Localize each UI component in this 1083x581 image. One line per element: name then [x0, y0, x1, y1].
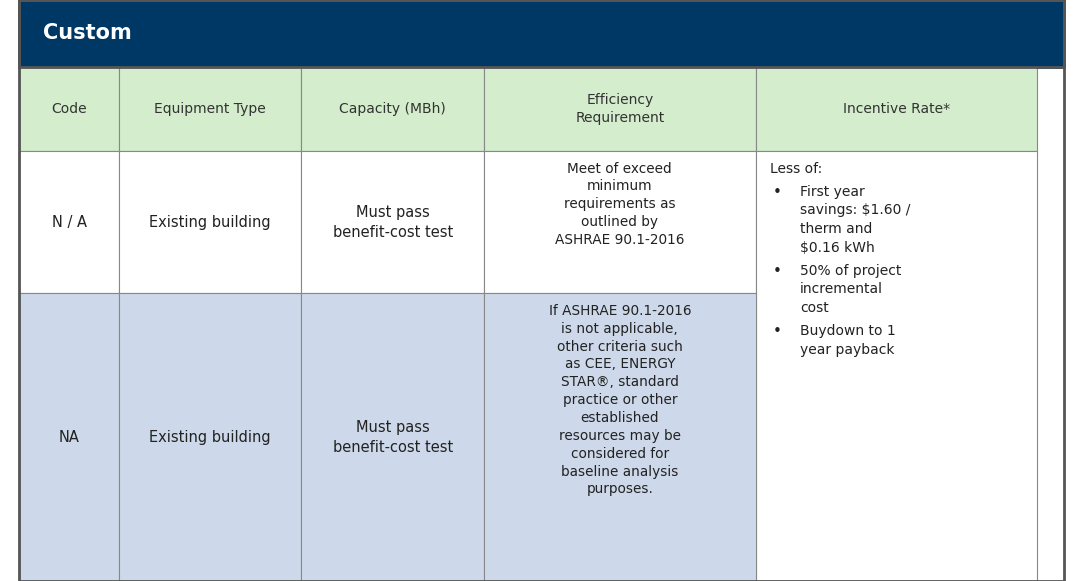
Bar: [119, 67, 301, 151]
Text: 50% of project: 50% of project: [800, 264, 901, 278]
Bar: [19, 0, 1064, 67]
Text: •: •: [773, 324, 782, 339]
Text: Must pass
benefit-cost test: Must pass benefit-cost test: [332, 420, 453, 454]
Bar: [301, 293, 484, 581]
Text: therm and: therm and: [800, 222, 872, 236]
Text: First year: First year: [800, 185, 864, 199]
Text: savings: $1.60 /: savings: $1.60 /: [800, 203, 911, 217]
Bar: [484, 293, 756, 581]
Bar: [484, 67, 756, 151]
Bar: [301, 151, 484, 293]
Text: Equipment Type: Equipment Type: [154, 102, 266, 116]
Text: Capacity (MBh): Capacity (MBh): [339, 102, 446, 116]
Text: $0.16 kWh: $0.16 kWh: [800, 241, 875, 254]
Text: If ASHRAE 90.1-2016
is not applicable,
other criteria such
as CEE, ENERGY
STAR®,: If ASHRAE 90.1-2016 is not applicable, o…: [549, 304, 691, 496]
Text: Custom: Custom: [43, 23, 132, 44]
Bar: [19, 0, 1064, 67]
Text: Buydown to 1: Buydown to 1: [800, 324, 896, 338]
Bar: [756, 67, 1038, 151]
Text: Existing building: Existing building: [149, 430, 271, 444]
Bar: [19, 293, 119, 581]
Text: NA: NA: [58, 430, 79, 444]
Text: •: •: [773, 185, 782, 200]
Text: Efficiency
Requirement: Efficiency Requirement: [575, 94, 665, 124]
Text: Existing building: Existing building: [149, 215, 271, 229]
Bar: [19, 151, 119, 293]
Bar: [484, 151, 756, 293]
Bar: [301, 67, 484, 151]
Text: year payback: year payback: [800, 343, 895, 357]
Bar: [19, 67, 119, 151]
Text: Incentive Rate*: Incentive Rate*: [843, 102, 950, 116]
Text: Code: Code: [51, 102, 87, 116]
Bar: [119, 293, 301, 581]
Text: Must pass
benefit-cost test: Must pass benefit-cost test: [332, 205, 453, 239]
Text: •: •: [773, 264, 782, 279]
Text: cost: cost: [800, 301, 828, 315]
Bar: [756, 151, 1038, 581]
Text: N / A: N / A: [52, 215, 87, 229]
Text: Less of:: Less of:: [770, 162, 822, 175]
Text: Meet of exceed
minimum
requirements as
outlined by
ASHRAE 90.1-2016: Meet of exceed minimum requirements as o…: [556, 162, 684, 247]
Bar: [119, 151, 301, 293]
Text: incremental: incremental: [800, 282, 883, 296]
